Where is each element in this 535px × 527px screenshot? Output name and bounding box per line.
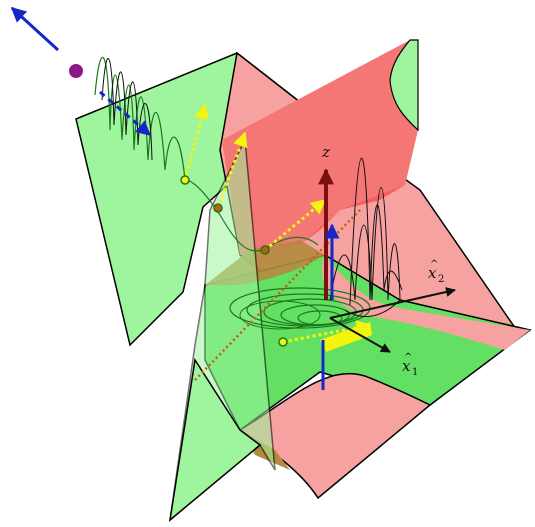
horizontal-plane-pink-band	[321, 255, 530, 350]
trajectory-point	[278, 337, 288, 347]
front-plane-lower	[168, 357, 262, 522]
upper-pink-plane	[222, 40, 418, 255]
trajectory-point	[260, 245, 270, 255]
red-region	[222, 40, 418, 255]
yellow-arrow	[183, 103, 209, 181]
trajectory-point	[213, 203, 223, 213]
purple-point	[69, 64, 83, 78]
svg-text:2: 2	[438, 274, 444, 285]
x1-axis-arrow	[329, 317, 391, 353]
svg-text:x: x	[402, 357, 411, 375]
yellow-arrow	[216, 131, 248, 209]
trajectory-curve-black-left	[101, 57, 153, 161]
trajectory-curve-right-2	[349, 157, 403, 306]
svg-text:^: ^	[430, 259, 438, 270]
svg-text:z: z	[321, 143, 330, 161]
trajectory-point	[180, 175, 190, 185]
spiral-ring	[229, 287, 371, 329]
x2-axis-label: x ^ 2	[428, 259, 444, 285]
front-plane	[168, 137, 276, 522]
horizontal-plane-pink-lower	[238, 372, 432, 500]
svg-text:x: x	[428, 264, 437, 282]
svg-text:1: 1	[412, 367, 418, 378]
yellow-arrow-cluster	[320, 322, 372, 352]
trajectory-curve-right	[329, 187, 401, 318]
spiral-ring	[239, 300, 321, 330]
x2-axis-arrow	[329, 287, 456, 319]
blue-direction-arrow	[10, 6, 60, 52]
svg-text:^: ^	[404, 352, 412, 363]
yellow-arrow	[264, 198, 327, 252]
green-corner-region	[389, 39, 419, 132]
z-axis-label: z	[321, 143, 330, 161]
spiral-trajectory	[229, 287, 371, 330]
x1-axis-label: x ^ 1	[402, 352, 418, 378]
spiral-ring	[297, 310, 343, 326]
